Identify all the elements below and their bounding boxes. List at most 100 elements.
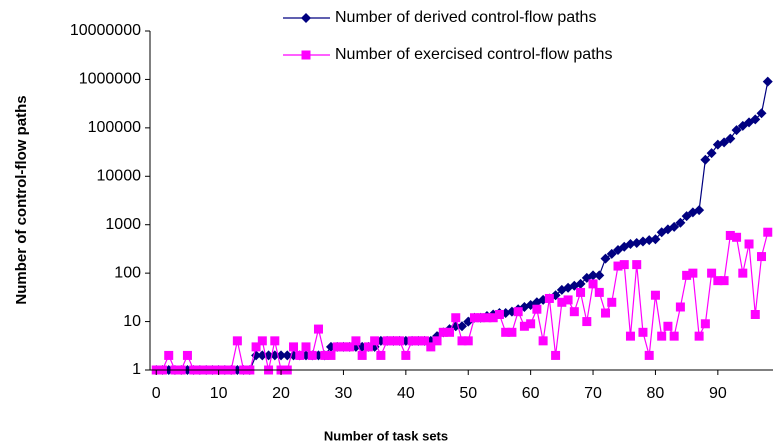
x-tick-label: 10	[210, 385, 228, 402]
marker	[551, 350, 561, 360]
marker	[738, 268, 748, 278]
marker	[357, 350, 367, 360]
marker	[757, 252, 767, 262]
marker	[182, 350, 192, 360]
marker	[563, 295, 573, 305]
marker	[395, 336, 405, 346]
marker	[576, 287, 586, 297]
marker	[600, 253, 611, 264]
marker	[762, 76, 773, 87]
marker	[407, 336, 417, 346]
marker	[707, 268, 717, 278]
marker	[463, 336, 473, 346]
marker	[295, 350, 305, 360]
marker	[413, 336, 423, 346]
marker	[638, 327, 648, 337]
marker	[426, 342, 436, 352]
marker	[257, 336, 267, 346]
marker	[725, 133, 736, 144]
y-tick-label: 10	[123, 313, 141, 330]
marker	[756, 108, 767, 119]
marker	[494, 309, 504, 319]
marker	[706, 148, 717, 159]
legend-label: Number of derived control-flow paths	[335, 9, 596, 26]
marker	[457, 336, 467, 346]
marker	[307, 350, 317, 360]
marker	[650, 234, 661, 245]
x-tick-label: 90	[709, 385, 727, 402]
marker	[619, 260, 629, 270]
x-tick-label: 40	[397, 385, 415, 402]
marker	[669, 331, 679, 341]
marker	[625, 238, 636, 249]
legend-label: Number of exercised control-flow paths	[335, 46, 612, 63]
marker	[682, 270, 692, 280]
marker	[526, 319, 536, 329]
marker	[501, 327, 511, 337]
marker	[644, 235, 655, 246]
marker	[675, 217, 686, 228]
marker	[532, 304, 542, 314]
marker	[588, 270, 599, 281]
marker	[575, 278, 586, 289]
y-tick-label: 1000	[105, 216, 141, 233]
marker	[681, 211, 692, 222]
marker	[650, 290, 660, 300]
marker	[657, 331, 667, 341]
marker	[669, 221, 680, 232]
marker	[613, 261, 623, 271]
marker	[338, 342, 348, 352]
marker	[401, 350, 411, 360]
plot-area	[151, 76, 773, 375]
marker	[488, 313, 498, 323]
marker	[744, 239, 754, 249]
marker	[601, 308, 611, 318]
marker	[457, 321, 467, 332]
marker	[725, 230, 735, 240]
marker	[607, 297, 617, 307]
marker	[476, 313, 486, 323]
marker	[675, 302, 685, 312]
x-tick-label: 20	[272, 385, 290, 402]
x-tick-label: 50	[459, 385, 477, 402]
marker	[538, 336, 548, 346]
marker	[606, 248, 617, 259]
marker	[313, 324, 323, 334]
marker	[507, 327, 517, 337]
marker	[713, 276, 723, 286]
marker	[763, 227, 773, 237]
marker	[569, 307, 579, 317]
marker	[719, 276, 729, 286]
marker	[594, 287, 604, 297]
y-axis-label: Number of control-flow paths	[13, 95, 30, 304]
marker	[251, 342, 261, 352]
marker	[588, 279, 598, 289]
marker	[582, 317, 592, 327]
marker	[382, 336, 392, 346]
marker	[289, 342, 299, 352]
marker	[750, 309, 760, 319]
x-tick-label: 60	[522, 385, 540, 402]
marker	[445, 327, 455, 337]
marker	[320, 350, 330, 360]
legend-marker	[301, 50, 311, 60]
marker	[719, 137, 730, 148]
marker	[376, 350, 386, 360]
legend-marker	[301, 13, 311, 23]
marker	[750, 114, 761, 125]
marker	[388, 336, 398, 346]
marker	[270, 336, 280, 346]
y-tick-label: 1	[132, 361, 141, 378]
marker	[700, 319, 710, 329]
marker	[544, 293, 554, 303]
y-tick-label: 10000000	[70, 22, 141, 39]
marker	[482, 313, 492, 323]
y-tick-label: 10000	[97, 168, 142, 185]
x-tick-label: 0	[152, 385, 161, 402]
marker	[663, 321, 673, 331]
marker	[432, 336, 442, 346]
marker	[301, 342, 311, 352]
marker	[282, 350, 293, 361]
marker	[420, 336, 430, 346]
